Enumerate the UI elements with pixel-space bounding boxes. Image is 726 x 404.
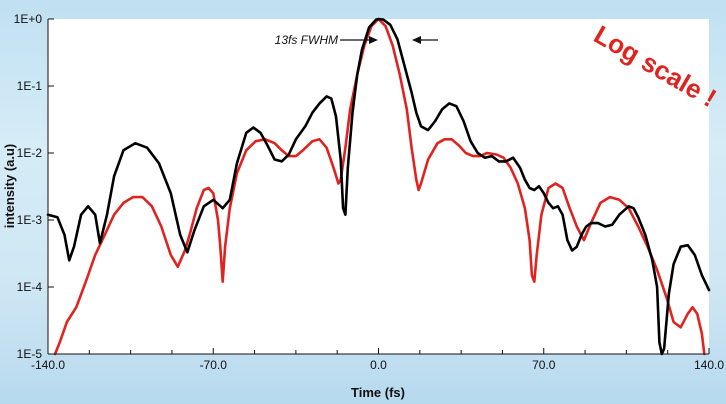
fwhm-right-arrowhead (412, 36, 421, 44)
fwhm-left-arrowhead (369, 36, 378, 44)
x-tick-label: 140.0 (694, 358, 724, 372)
y-tick-label: 1E-2 (17, 146, 43, 160)
tick-layer: -140.0 -70.0 0.0 70.0 140.0 1E+0 1E-1 1E-2 1E-3 1… (14, 12, 725, 372)
y-axis-title: intensity (a.u) (2, 144, 17, 229)
x-tick-label: -70.0 (200, 358, 228, 372)
y-tick-label: 1E-3 (17, 213, 43, 227)
y-tick-label: 1E-5 (17, 347, 43, 361)
plot-area (48, 19, 709, 354)
x-axis-title: Time (fs) (351, 385, 405, 400)
y-tick-label: 1E-1 (17, 79, 43, 93)
fwhm-annotation: 13fs FWHM (275, 33, 438, 47)
y-tick-label: 1E+0 (14, 12, 43, 26)
x-tick-label: 70.0 (532, 358, 556, 372)
series-line-red (53, 17, 706, 356)
y-tick-label: 1E-4 (17, 280, 43, 294)
fwhm-label: 13fs FWHM (275, 33, 338, 47)
series-line-black (46, 17, 711, 356)
x-tick-label: 0.0 (370, 358, 387, 372)
x-tick-label: -140.0 (31, 358, 65, 372)
series-layer (46, 17, 711, 356)
